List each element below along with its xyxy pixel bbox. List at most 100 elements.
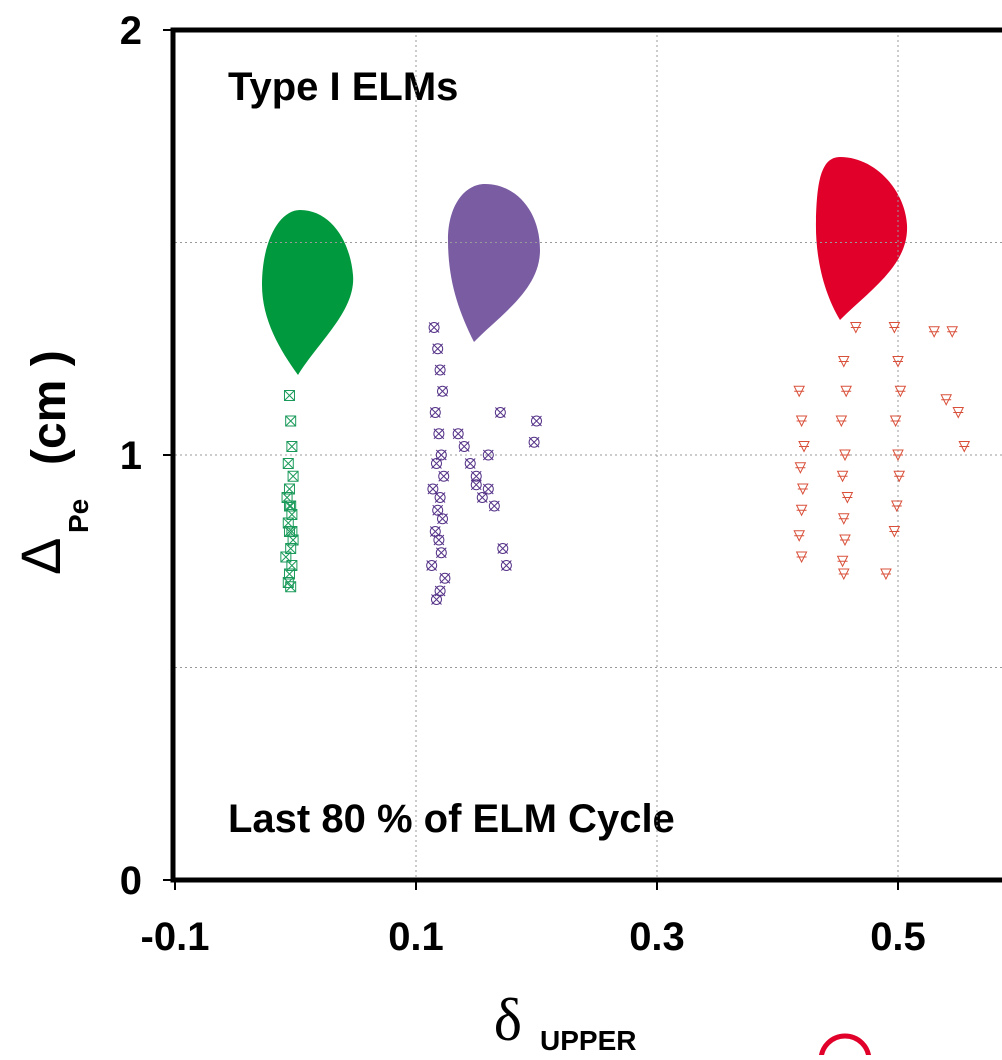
point-part bbox=[435, 547, 447, 559]
point bbox=[837, 568, 850, 581]
point-part bbox=[287, 470, 299, 482]
point bbox=[476, 492, 488, 503]
point bbox=[287, 470, 299, 482]
point bbox=[437, 385, 449, 397]
point-part bbox=[432, 343, 444, 355]
point bbox=[796, 483, 809, 496]
point-part bbox=[285, 581, 297, 593]
point bbox=[795, 415, 808, 428]
annotation: Type I ELMs bbox=[228, 65, 458, 109]
point bbox=[840, 385, 852, 398]
point bbox=[433, 428, 445, 440]
point-part bbox=[433, 428, 445, 440]
point bbox=[794, 462, 807, 474]
point bbox=[841, 492, 854, 504]
point bbox=[426, 560, 438, 571]
point-part bbox=[286, 526, 298, 537]
point-part bbox=[497, 543, 509, 554]
point bbox=[430, 458, 442, 469]
point bbox=[286, 526, 298, 537]
point-part bbox=[482, 449, 494, 461]
x-tick-label: 0.5 bbox=[870, 915, 926, 959]
point bbox=[435, 547, 447, 559]
point-part bbox=[280, 551, 292, 563]
y-label-symbol: Δ bbox=[9, 538, 72, 575]
point-part bbox=[500, 560, 512, 571]
point bbox=[433, 534, 445, 546]
point bbox=[439, 572, 451, 584]
point-part bbox=[437, 385, 449, 397]
point bbox=[452, 428, 464, 440]
point bbox=[892, 449, 904, 462]
point bbox=[427, 483, 439, 495]
point bbox=[497, 543, 509, 554]
point-part bbox=[439, 572, 451, 584]
plasma-shape bbox=[448, 184, 540, 342]
point-part bbox=[283, 568, 295, 580]
point bbox=[285, 581, 297, 593]
axes-frame bbox=[170, 27, 1002, 883]
point bbox=[429, 407, 441, 418]
point bbox=[437, 513, 449, 525]
point-part bbox=[426, 560, 438, 571]
point-part bbox=[434, 492, 446, 503]
point-part bbox=[531, 415, 542, 427]
point-part bbox=[452, 428, 464, 440]
point bbox=[836, 555, 849, 568]
point-part bbox=[482, 483, 494, 495]
x-label-subscript: UPPER bbox=[540, 1025, 636, 1055]
point bbox=[282, 458, 294, 469]
plasma-shape bbox=[262, 210, 354, 375]
point-part bbox=[528, 436, 540, 448]
point-part bbox=[433, 534, 445, 546]
point-part bbox=[287, 470, 299, 482]
point-part bbox=[427, 483, 439, 495]
point-part bbox=[286, 526, 298, 537]
point-part bbox=[437, 513, 449, 525]
point-part bbox=[285, 415, 297, 427]
point bbox=[286, 441, 298, 452]
point bbox=[793, 530, 805, 542]
point-part bbox=[287, 534, 299, 546]
point bbox=[946, 326, 959, 338]
y-label-unit: (cm ) bbox=[23, 350, 76, 465]
point bbox=[880, 568, 892, 581]
point-part bbox=[284, 500, 295, 512]
point bbox=[889, 415, 902, 428]
point bbox=[888, 526, 901, 538]
x-tick-label: -0.1 bbox=[141, 915, 210, 959]
point bbox=[837, 513, 850, 525]
point bbox=[286, 560, 298, 571]
y-label-subscript: Pe bbox=[63, 499, 94, 533]
point-part bbox=[428, 322, 440, 333]
point-part bbox=[286, 441, 298, 452]
point-part bbox=[283, 390, 295, 401]
point-part bbox=[434, 364, 446, 376]
point bbox=[438, 470, 450, 482]
point bbox=[494, 407, 506, 418]
point-part bbox=[282, 458, 294, 469]
point-part bbox=[285, 415, 297, 427]
point-part bbox=[283, 483, 295, 495]
point-part bbox=[282, 458, 294, 469]
point bbox=[793, 385, 805, 398]
point-part bbox=[286, 441, 298, 452]
point bbox=[850, 322, 862, 334]
point bbox=[835, 415, 848, 428]
point-part bbox=[430, 594, 442, 605]
point bbox=[528, 436, 540, 448]
point-part bbox=[470, 479, 482, 491]
x-tick-label: 0.3 bbox=[629, 915, 685, 959]
point-part bbox=[464, 458, 476, 469]
point-part bbox=[284, 390, 295, 401]
plasma-shape bbox=[815, 157, 908, 320]
x-label-symbol: δ bbox=[494, 987, 522, 1053]
point bbox=[470, 470, 482, 482]
annotation: Last 80 % of ELM Cycle bbox=[228, 797, 675, 841]
point bbox=[482, 449, 494, 461]
legend-fragment bbox=[818, 1033, 872, 1060]
point bbox=[283, 390, 295, 401]
point bbox=[890, 500, 903, 513]
point bbox=[482, 483, 494, 495]
